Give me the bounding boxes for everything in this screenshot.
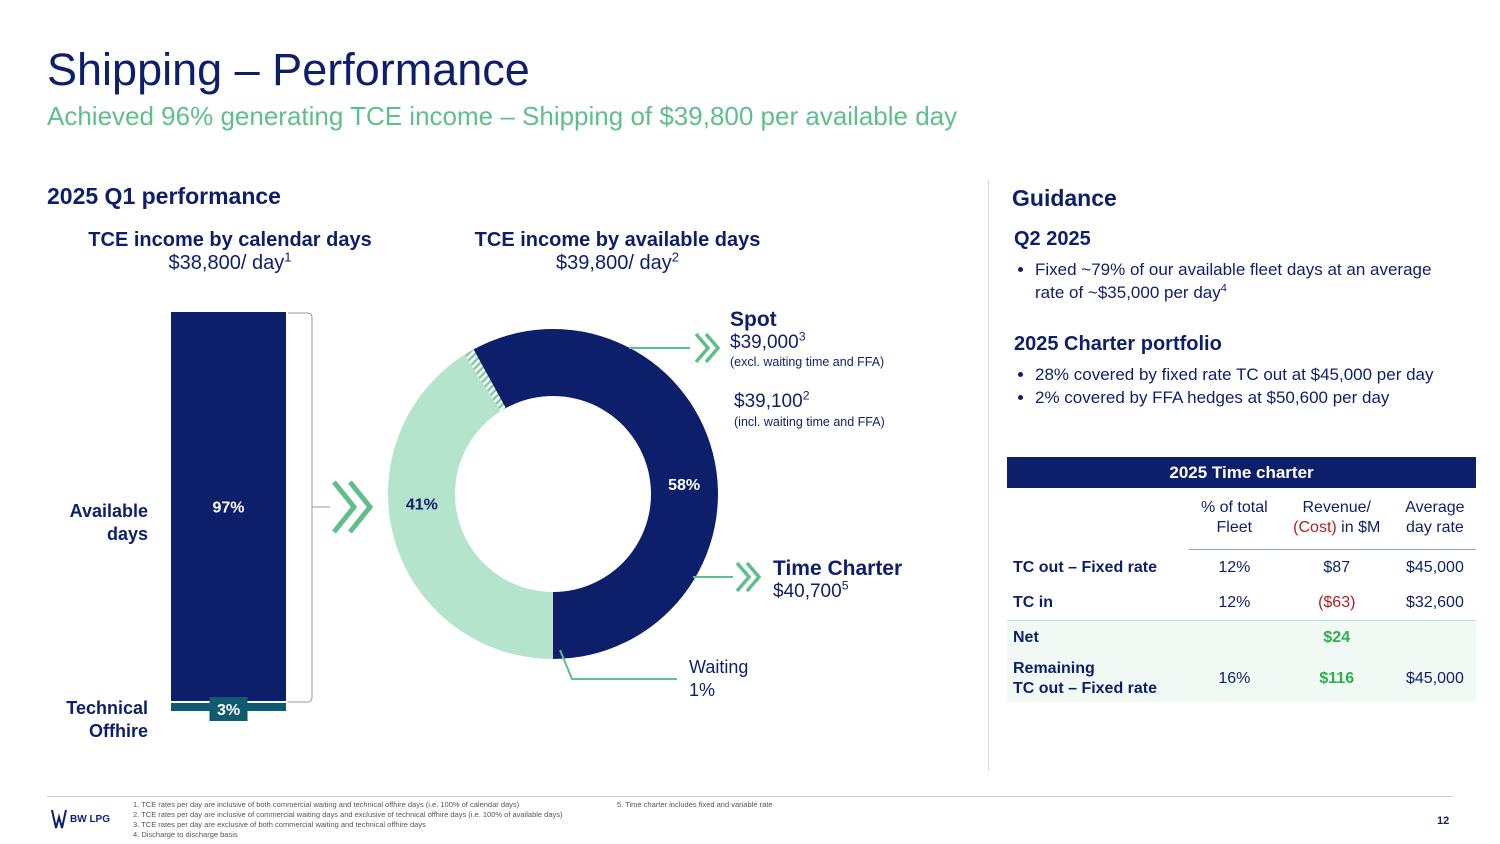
time-charter-table: 2025 Time charter % of total Fleet Revenu…	[1007, 457, 1476, 702]
portfolio-bullet: 28% covered by fixed rate TC out at $45,…	[1035, 363, 1485, 386]
bar-label-available: 97%	[212, 499, 244, 516]
page-title: Shipping – Performance	[47, 44, 530, 95]
donut-slice-spot	[473, 329, 718, 659]
spot-note-2: (incl. waiting time and FFA)	[734, 415, 885, 429]
page-number: 12	[1437, 815, 1450, 827]
charts-svg: 97% 3% 58% 41%	[171, 312, 762, 721]
footnote-5: 5. Time charter includes fixed and varia…	[617, 800, 773, 809]
portfolio-bullet: 2% covered by FFA hedges at $50,600 per …	[1035, 386, 1485, 409]
table-row: TC in 12% ($63) $32,600	[1007, 586, 1476, 620]
tc-callout: Time Charter $40,7005	[773, 557, 902, 603]
available-chart-heading: TCE income by available days $39,800/ da…	[440, 229, 795, 275]
bar-bracket	[288, 312, 313, 703]
donut-slice-waiting	[464, 349, 506, 412]
spot-callout: Spot $39,0003 (excl. waiting time and FF…	[730, 308, 884, 369]
calendar-chart-heading: TCE income by calendar days $38,800/ day…	[55, 229, 405, 275]
spot-callout-2: $39,1002 (incl. waiting time and FFA)	[734, 388, 885, 429]
table-row: Net $24	[1007, 620, 1476, 656]
section-divider	[988, 180, 989, 770]
table-caption: 2025 Time charter	[1007, 457, 1476, 488]
spot-chevron-icon	[694, 332, 721, 364]
page-subtitle: Achieved 96% generating TCE income – Shi…	[47, 101, 958, 131]
q2-bullets: Fixed ~79% of our available fleet days a…	[1015, 258, 1435, 304]
waiting-callout: Waiting 1%	[689, 657, 749, 700]
donut-slice-time-charter	[388, 354, 553, 659]
table-row: Remaining TC out – Fixed rate 16% $116 $4…	[1007, 656, 1476, 702]
table-row: TC out – Fixed rate 12% $87 $45,000	[1013, 558, 1464, 576]
double-chevron-icon	[332, 480, 374, 534]
available-chart-value: $39,800/ day2	[556, 249, 679, 274]
spot-note: (excl. waiting time and FFA)	[730, 355, 885, 369]
portfolio-title: 2025 Charter portfolio	[1014, 333, 1222, 355]
section-title-performance: 2025 Q1 performance	[47, 183, 281, 209]
q2-bullet: Fixed ~79% of our available fleet days a…	[1035, 258, 1435, 304]
label-technical-offhire: Technical Offhire	[66, 698, 148, 741]
donut-label-time-charter: 41%	[406, 497, 438, 514]
col-rev-header: Revenue/(Cost) in $M	[1279, 488, 1394, 550]
donut-chart: 58% 41%	[388, 329, 718, 659]
tc-title: Time Charter	[773, 557, 903, 580]
tc-value: $40,7005	[773, 578, 849, 602]
portfolio-bullets: 28% covered by fixed rate TC out at $45,…	[1015, 363, 1485, 409]
footnotes: 1. TCE rates per day are inclusive of bo…	[133, 800, 563, 839]
spot-value: $39,0003	[730, 329, 806, 353]
footer-rule	[47, 796, 1453, 797]
label-available-days: Available days	[69, 501, 148, 544]
logo: BW LPG	[49, 808, 110, 830]
tc-chevron-icon	[735, 561, 762, 593]
calendar-chart-title: TCE income by calendar days	[88, 229, 372, 251]
time-charter-table-wrap: 2025 Time charter % of total Fleet Revenu…	[1007, 457, 1476, 702]
donut-label-spot: 58%	[668, 477, 700, 494]
calendar-chart-value: $38,800/ day1	[168, 249, 292, 274]
table-header-row: % of total Fleet Revenue/(Cost) in $M Ave…	[1007, 488, 1476, 550]
bw-logo-icon	[51, 809, 67, 829]
q2-title: Q2 2025	[1014, 228, 1091, 250]
waiting-callout-line	[559, 649, 677, 680]
spot-title: Spot	[730, 308, 777, 331]
col-pct-header: % of total Fleet	[1189, 488, 1280, 550]
bar-label-offhire: 3%	[217, 702, 240, 719]
available-chart-title: TCE income by available days	[474, 229, 761, 251]
guidance-title: Guidance	[1012, 185, 1117, 211]
bar-label-box	[209, 696, 248, 721]
spot-value-2: $39,1002	[734, 388, 810, 412]
col-rate-header: Average day rate	[1393, 488, 1476, 550]
stacked-bar-chart: 97% 3%	[171, 312, 286, 721]
bar-available-days	[171, 312, 286, 701]
